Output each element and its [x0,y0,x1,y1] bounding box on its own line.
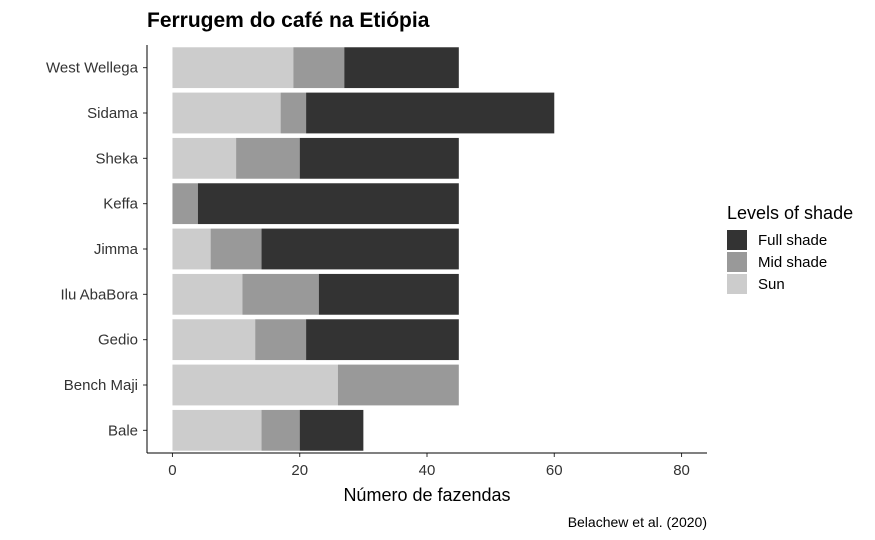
y-tick-label: Bench Maji [64,377,138,394]
bar-jimma-sun [172,228,211,270]
bar-jimma-full-shade [261,228,459,270]
y-tick-label: Gedio [98,332,138,349]
bar-bale-full-shade [299,409,364,451]
bar-sidama-sun [172,92,281,134]
x-tick-label: 40 [419,462,436,479]
x-tick-label: 60 [546,462,563,479]
chart-title: Ferrugem do café na Etiópia [147,9,430,32]
bar-bench-maji-sun [172,364,338,406]
chart-caption: Belachew et al. (2020) [568,514,707,530]
bar-gedio-sun [172,319,256,361]
legend-swatch-sun [727,274,747,294]
bar-ilu-ababora-full-shade [318,273,459,315]
bar-jimma-mid-shade [210,228,262,270]
legend: Levels of shade Full shade Mid shade Sun [727,203,853,294]
y-tick-label: Sidama [87,105,139,122]
y-axis-ticks: Bale Bench Maji Gedio Ilu AbaBora Jimma Keffa… [46,60,147,439]
bar-west-wellega-full-shade [344,47,459,89]
bar-bale-sun [172,409,262,451]
y-tick-label: West Wellega [46,60,139,77]
bar-sheka-mid-shade [236,137,300,179]
bar-sheka-sun [172,137,237,179]
x-tick-label: 80 [673,462,690,479]
bar-sidama-full-shade [306,92,555,134]
bar-bale-mid-shade [261,409,300,451]
legend-swatch-mid-shade [727,252,747,272]
y-tick-label: Jimma [94,241,139,258]
x-axis-ticks: 0 20 40 60 80 [168,453,690,479]
bar-west-wellega-mid-shade [293,47,345,89]
bar-keffa-full-shade [197,183,459,225]
bar-west-wellega-sun [172,47,294,89]
bar-ilu-ababora-sun [172,273,243,315]
bar-gedio-mid-shade [255,319,307,361]
bar-bench-maji-mid-shade [337,364,459,406]
y-tick-label: Sheka [95,150,138,167]
y-tick-label: Ilu AbaBora [60,286,138,303]
bar-sidama-mid-shade [280,92,307,134]
x-axis-title: Número de fazendas [343,485,510,505]
x-tick-label: 0 [168,462,176,479]
legend-label-full-shade: Full shade [758,232,827,249]
y-tick-label: Bale [108,422,138,439]
bar-keffa-mid-shade [172,183,198,225]
legend-label-sun: Sun [758,276,785,293]
bars-group [172,47,555,451]
bar-gedio-full-shade [306,319,459,361]
bar-sheka-full-shade [299,137,459,179]
y-tick-label: Keffa [103,196,138,213]
bar-ilu-ababora-mid-shade [242,273,319,315]
legend-title: Levels of shade [727,203,853,223]
x-tick-label: 20 [291,462,308,479]
legend-label-mid-shade: Mid shade [758,254,827,271]
legend-swatch-full-shade [727,230,747,250]
